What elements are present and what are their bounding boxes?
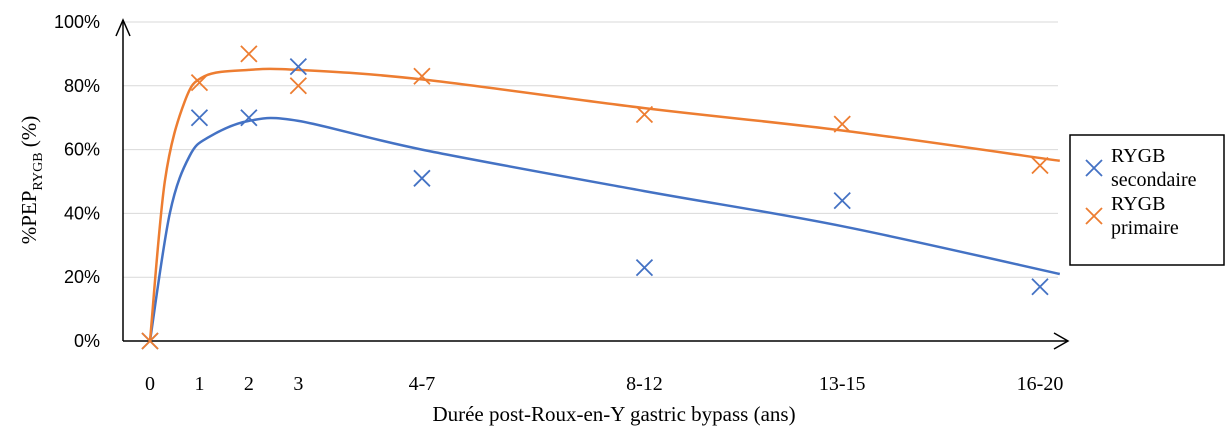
- y-tick-label: 60%: [64, 140, 100, 160]
- axes: [115, 18, 1070, 350]
- y-tick-label: 80%: [64, 76, 100, 96]
- y-axis-label-suffix: (%): [17, 116, 41, 153]
- marker-primaire: [635, 105, 654, 124]
- legend-label-primaire: primaire: [1111, 217, 1179, 239]
- marker-secondaire: [635, 258, 654, 277]
- x-tick-label: 3: [293, 373, 303, 395]
- y-tick-labels: 0% 20% 40% 60% 80% 100%: [54, 12, 100, 351]
- y-axis-label-subscript: RYGB: [31, 152, 46, 190]
- x-tick-label: 2: [244, 373, 254, 395]
- marker-primaire: [190, 73, 209, 92]
- x-axis-arrowhead: [1053, 332, 1070, 350]
- gridlines: [123, 21, 1058, 278]
- y-tick-label: 100%: [54, 12, 100, 32]
- x-axis-label: Durée post-Roux-en-Y gastric bypass (ans…: [432, 402, 795, 426]
- x-tick-label: 1: [194, 373, 204, 395]
- marker-primaire: [833, 115, 851, 133]
- x-tick-labels: 0 1 2 3 4-7 8-12 13-15 16-20: [145, 373, 1063, 395]
- marker-secondaire: [413, 169, 431, 187]
- y-axis-label: %PEPRYGB (%): [17, 116, 46, 245]
- y-tick-label: 0%: [74, 331, 100, 351]
- marker-secondaire: [240, 109, 258, 127]
- marker-secondaire: [1031, 278, 1049, 296]
- data-markers: [141, 45, 1049, 350]
- x-tick-label: 16-20: [1017, 373, 1064, 395]
- marker-primaire: [1031, 156, 1049, 175]
- trend-line-primaire: [148, 67, 1060, 342]
- marker-primaire: [240, 45, 258, 63]
- y-axis-arrowhead: [115, 18, 131, 37]
- legend-marker-secondaire: [1085, 159, 1103, 177]
- x-tick-label: 0: [145, 373, 155, 395]
- legend-marker-primaire: [1085, 207, 1103, 225]
- legend-label-secondaire: secondaire: [1111, 169, 1197, 191]
- trend-lines: [148, 67, 1061, 342]
- marker-secondaire: [289, 58, 307, 76]
- y-axis-label-main: %PEP: [17, 191, 41, 245]
- y-tick-label: 20%: [64, 267, 100, 287]
- legend-label-secondaire: RYGB: [1111, 145, 1165, 167]
- x-tick-label: 13-15: [819, 373, 866, 395]
- x-tick-label: 8-12: [626, 373, 663, 395]
- legend-box: [1069, 134, 1225, 266]
- marker-primaire: [141, 332, 159, 350]
- marker-secondaire: [833, 192, 851, 210]
- marker-primaire: [413, 67, 431, 85]
- legend-label-primaire: RYGB: [1111, 193, 1165, 215]
- y-tick-label: 40%: [64, 203, 100, 223]
- marker-primaire: [289, 77, 307, 95]
- marker-secondaire: [190, 109, 209, 127]
- x-tick-label: 4-7: [409, 373, 436, 395]
- trend-line-secondaire: [148, 116, 1061, 342]
